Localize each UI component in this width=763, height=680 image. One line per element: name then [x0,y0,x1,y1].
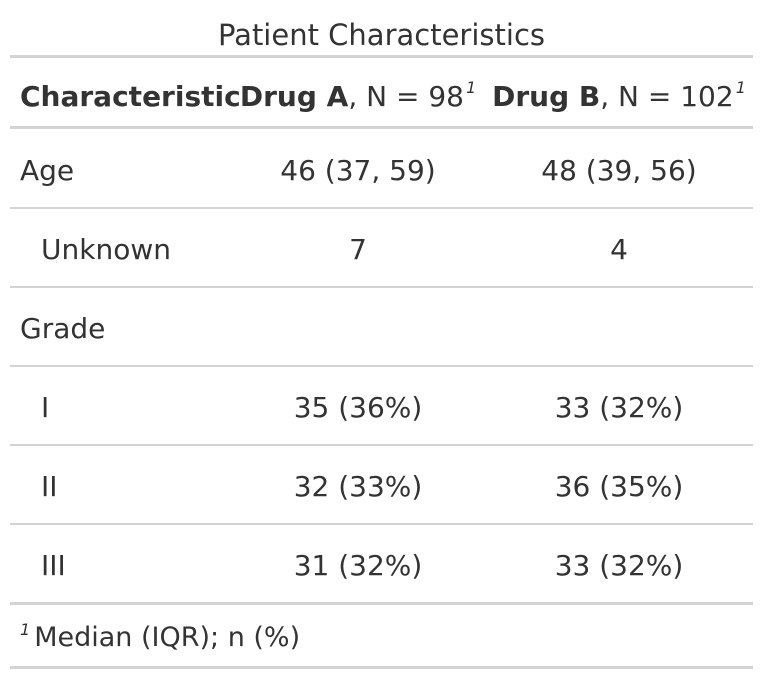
header-characteristic: Characteristic [20,79,241,113]
row-value-drug-a: 31 (32%) [293,548,423,582]
row-value-drug-a: 46 (37, 59) [280,153,436,187]
row-label: II [41,469,58,503]
row-divider [10,523,753,525]
footnote: 1 Median (IQR); n (%) [20,612,300,662]
row-divider [10,286,753,288]
row-value-drug-a: 7 [349,232,367,266]
row-value-drug-b: 36 (35%) [554,469,684,503]
header-drug-b-name: Drug B [492,79,601,113]
row-value-drug-b: 33 (32%) [554,390,684,424]
row-divider [10,207,753,209]
header-drug-b-n: , N = 102 [600,79,734,113]
table-row: Unknown 7 4 [10,210,753,288]
table-row: Age 46 (37, 59) 48 (39, 56) [10,131,753,209]
row-value-drug-a: 35 (36%) [293,390,423,424]
header-drug-a-name: Drug A [239,79,349,113]
row-value-drug-a [238,289,478,367]
row-value-drug-b: 48 (39, 56) [541,153,697,187]
row-label: Age [20,153,75,187]
table-row: I 35 (36%) 33 (32%) [10,368,753,446]
header-rule [10,126,753,129]
row-divider [10,444,753,446]
table-title: Patient Characteristics [217,18,545,52]
header-drug-a-n: , N = 98 [348,79,464,113]
row-label: Grade [20,311,106,345]
footnote-text: Median (IQR); n (%) [34,621,301,653]
table-row: Grade [10,289,753,367]
bottom-rule [10,602,753,605]
header-drug-a: Drug A, N = 98 1 [238,57,478,135]
row-label: Unknown [41,232,171,266]
table-row: III 31 (32%) 33 (32%) [10,526,753,604]
row-label: III [41,548,66,582]
row-divider [10,365,753,367]
row-value-drug-b: 33 (32%) [554,548,684,582]
row-value-drug-b: 4 [610,232,628,266]
table-row: II 32 (33%) 36 (35%) [10,447,753,525]
footnote-marker: 1 [735,77,746,97]
header-drug-b: Drug B, N = 102 1 [490,57,748,135]
row-label: I [41,390,50,424]
footer-rule [10,666,753,669]
footnote-mark: 1 [20,619,31,639]
header-row: Characteristic Drug A, N = 98 1 Drug B, N… [10,57,753,135]
row-value-drug-a: 32 (33%) [293,469,423,503]
footnote-marker: 1 [465,77,477,97]
top-rule [10,55,753,58]
row-value-drug-b [490,289,748,367]
